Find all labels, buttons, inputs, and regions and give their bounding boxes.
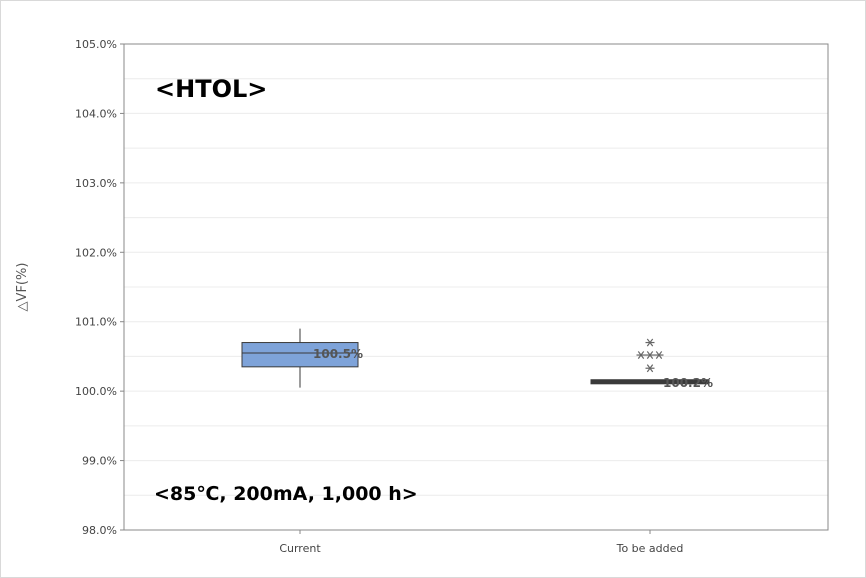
y-axis-ticks: 98.0% 99.0% 100.0% 101.0% 102.0% 103.0% 104.0%… [75, 38, 124, 537]
boxes: 100.5% 100.2% [241, 328, 713, 390]
outlier-point [636, 351, 646, 360]
x-tick-label: To be added [616, 542, 684, 555]
x-tick-label: Current [279, 542, 321, 555]
y-tick-label: 105.0% [75, 38, 117, 51]
y-tick-label: 98.0% [82, 524, 117, 537]
outlier-point [645, 338, 655, 347]
y-tick-label: 102.0% [75, 246, 117, 259]
annotation-conditions: <85℃, 200mA, 1,000 h> [154, 483, 418, 505]
outlier-point [654, 351, 664, 360]
x-axis-ticks: Current To be added [279, 530, 683, 555]
annotation-htol: <HTOL> [155, 75, 267, 103]
y-tick-label: 101.0% [75, 316, 117, 329]
box-iqr [241, 342, 359, 368]
y-tick-label: 100.0% [75, 385, 117, 398]
y-tick-label: 104.0% [75, 107, 117, 120]
y-axis-label: △VF(%) [15, 263, 30, 312]
outlier-point [645, 351, 655, 360]
median-label: 100.2% [663, 376, 713, 390]
y-tick-label: 99.0% [82, 455, 117, 468]
plot-area [123, 43, 829, 531]
gridlines [124, 78, 828, 496]
y-tick-label: 103.0% [75, 177, 117, 190]
box-1: 100.5% [241, 328, 363, 388]
box-2: 100.2% [590, 338, 713, 390]
outlier-point [645, 364, 655, 373]
median-label: 100.5% [313, 347, 363, 361]
